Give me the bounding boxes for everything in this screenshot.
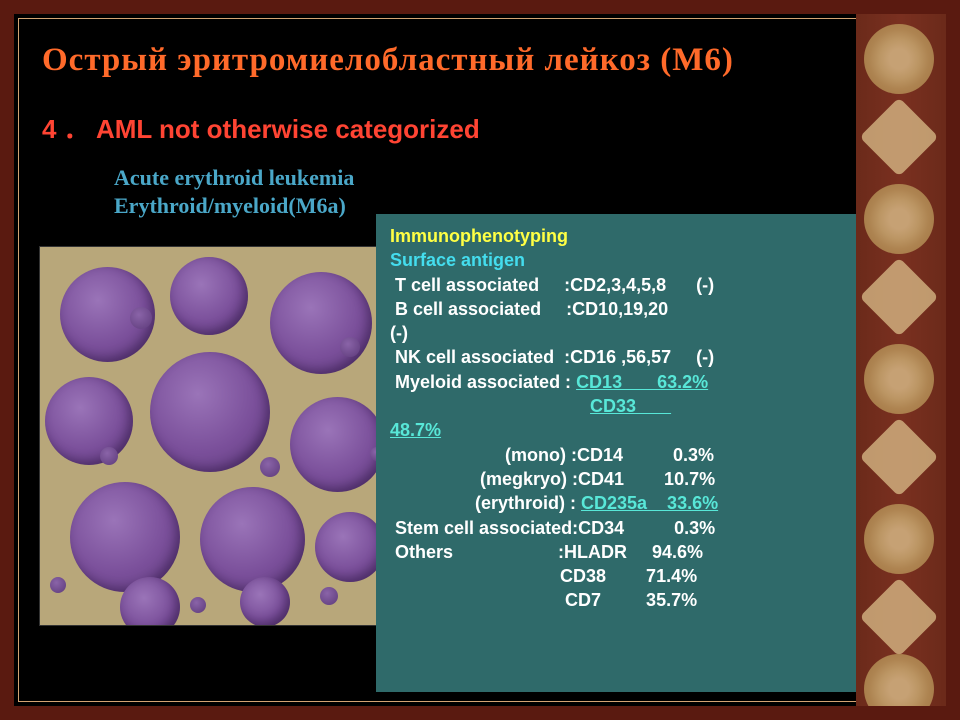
panel-row: Stem cell associated:CD34 0.3% — [390, 516, 842, 540]
panel-row: (-) — [390, 321, 842, 345]
cell-shape — [70, 482, 180, 592]
small-cell-shape — [100, 447, 118, 465]
cell-shape — [120, 577, 180, 626]
panel-row: T cell associated :CD2,3,4,5,8 (-) — [390, 273, 842, 297]
cell-shape — [315, 512, 385, 582]
slide-title: Острый эритромиелобластный лейкоз (М6) — [42, 42, 734, 79]
highlight-value: CD33 — [590, 396, 671, 416]
subtitle-section-number: 4 ． AML not otherwise categorized — [42, 109, 480, 146]
cell-shape — [170, 257, 248, 335]
small-cell-shape — [320, 587, 338, 605]
cell-shape — [150, 352, 270, 472]
small-cell-shape — [50, 577, 66, 593]
subtitle-diagnosis: Acute erythroid leukemia Erythroid/myelo… — [114, 164, 354, 219]
cell-shape — [290, 397, 385, 492]
slide-frame: Острый эритромиелобластный лейкоз (М6) 4… — [0, 0, 960, 720]
subtitle-line1: Acute erythroid leukemia — [114, 165, 354, 190]
small-cell-shape — [260, 457, 280, 477]
panel-row: Myeloid associated : CD13 63.2% — [390, 370, 842, 394]
highlight-value: CD13 63.2% — [576, 372, 708, 392]
panel-row: 48.7% — [390, 418, 842, 442]
panel-row: B cell associated :CD10,19,20 — [390, 297, 842, 321]
panel-row: (erythroid) : CD235a 33.6% — [390, 491, 842, 515]
decorative-strip — [856, 14, 946, 706]
panel-row: (megkryo) :CD41 10.7% — [390, 467, 842, 491]
panel-row: NK cell associated :CD16 ,56,57 (-) — [390, 345, 842, 369]
cell-shape — [270, 272, 372, 374]
panel-row: (mono) :CD14 0.3% — [390, 443, 842, 467]
small-cell-shape — [130, 307, 152, 329]
panel-row: CD38 71.4% — [390, 564, 842, 588]
subtitle-line2: Erythroid/myeloid(M6a) — [114, 193, 346, 218]
highlight-value: CD235a 33.6% — [581, 493, 718, 513]
immunophenotyping-panel: Immunophenotyping Surface antigen T cell… — [376, 214, 856, 692]
cell-shape — [45, 377, 133, 465]
small-cell-shape — [190, 597, 206, 613]
cell-shape — [200, 487, 305, 592]
small-cell-shape — [340, 337, 360, 357]
panel-row: CD33 — [390, 394, 842, 418]
highlight-value: 48.7% — [390, 420, 441, 440]
panel-heading-1: Immunophenotyping — [390, 224, 842, 248]
panel-heading-2: Surface antigen — [390, 248, 842, 272]
panel-body: T cell associated :CD2,3,4,5,8 (-) B cel… — [390, 273, 842, 613]
cell-shape — [240, 577, 290, 626]
panel-row: CD7 35.7% — [390, 588, 842, 612]
panel-row: Others :HLADR 94.6% — [390, 540, 842, 564]
micrograph-image — [39, 246, 394, 626]
